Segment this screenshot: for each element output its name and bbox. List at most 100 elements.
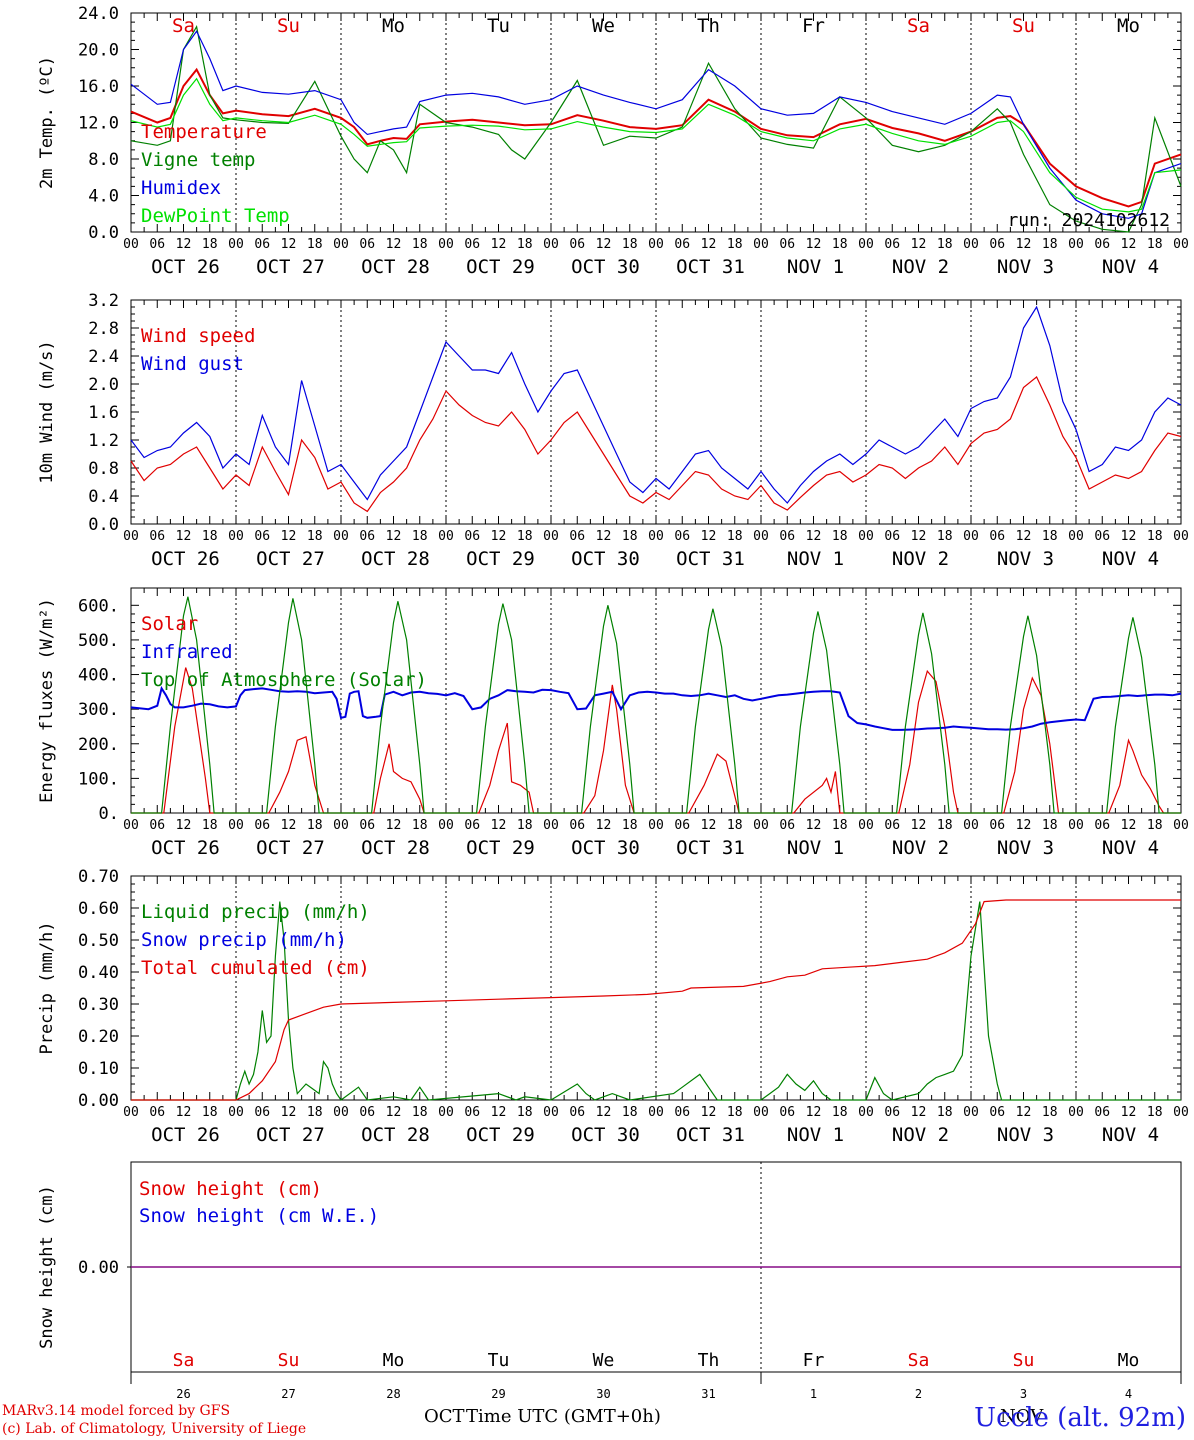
panel-4: 0.00 0.10 0.20 0.30 0.40 0.50 0.60 0.70 Precip (… bbox=[37, 867, 1189, 1146]
hour-tick-label: 00 bbox=[1173, 529, 1189, 544]
hour-tick-label: 06 bbox=[569, 529, 585, 544]
model-line: MARv3.14 model forced by GFS bbox=[2, 1403, 231, 1419]
y-tick-label: 0.0 bbox=[88, 223, 119, 243]
hour-tick-label: 12 bbox=[1121, 237, 1137, 252]
hour-tick-label: 00 bbox=[228, 1105, 244, 1120]
y-axis-label: Precip (mm/h) bbox=[37, 921, 57, 1054]
y-tick-label: 0.00 bbox=[78, 1258, 119, 1278]
hour-tick-label: 18 bbox=[727, 818, 743, 833]
date-label: OCT 28 bbox=[361, 548, 430, 570]
hour-tick-label: 12 bbox=[701, 529, 717, 544]
y-tick-label: 1.2 bbox=[88, 431, 119, 451]
hour-tick-label: 12 bbox=[491, 237, 507, 252]
date-label: OCT 26 bbox=[151, 548, 220, 570]
legend-entry: Total cumulated (cm) bbox=[141, 957, 370, 979]
date-label: NOV 2 bbox=[892, 1124, 949, 1146]
hour-tick-label: 06 bbox=[1094, 237, 1110, 252]
hour-tick-label: 18 bbox=[517, 818, 533, 833]
date-label: OCT 29 bbox=[466, 1124, 535, 1146]
date-label: OCT 31 bbox=[676, 548, 745, 570]
weekday-label: We bbox=[593, 1350, 615, 1371]
hour-tick-label: 00 bbox=[543, 529, 559, 544]
date-label: NOV 2 bbox=[892, 256, 949, 278]
hour-tick-label: 06 bbox=[464, 237, 480, 252]
panel-5: 0.00 Snow height (cm) Snow height (cm) Snow… bbox=[37, 1161, 1182, 1401]
hour-tick-label: 18 bbox=[937, 818, 953, 833]
date-label: NOV 1 bbox=[787, 548, 844, 570]
hour-tick-label: 18 bbox=[1042, 237, 1058, 252]
hour-tick-label: 00 bbox=[543, 818, 559, 833]
hour-tick-label: 12 bbox=[596, 529, 612, 544]
date-label: OCT 31 bbox=[676, 837, 745, 859]
x-axis-title: Time UTC (GMT+0h) bbox=[466, 1406, 661, 1427]
y-axis-label: Snow height (cm) bbox=[37, 1185, 57, 1349]
date-label: OCT 30 bbox=[571, 1124, 640, 1146]
hour-tick-label: 18 bbox=[202, 237, 218, 252]
hour-tick-label: 12 bbox=[806, 818, 822, 833]
hour-tick-label: 18 bbox=[727, 237, 743, 252]
day-number-label: 29 bbox=[491, 1387, 505, 1400]
hour-tick-label: 00 bbox=[648, 237, 664, 252]
hour-tick-label: 00 bbox=[753, 1105, 769, 1120]
y-tick-label: 0.10 bbox=[78, 1059, 119, 1079]
hour-tick-label: 00 bbox=[438, 237, 454, 252]
y-tick-label: 0.4 bbox=[88, 487, 119, 507]
legend-entry: Humidex bbox=[141, 177, 221, 199]
day-number-label: 28 bbox=[386, 1387, 400, 1400]
hour-tick-label: 12 bbox=[1016, 237, 1032, 252]
y-tick-label: 200. bbox=[78, 735, 119, 755]
hour-tick-label: 00 bbox=[543, 1105, 559, 1120]
weekday-label: Mo bbox=[1117, 15, 1140, 37]
y-tick-label: 0. bbox=[99, 804, 119, 824]
y-tick-label: 0.50 bbox=[78, 931, 119, 951]
date-label: NOV 1 bbox=[787, 256, 844, 278]
hour-tick-label: 00 bbox=[333, 529, 349, 544]
date-label: NOV 4 bbox=[1102, 1124, 1159, 1146]
hour-tick-label: 18 bbox=[1042, 818, 1058, 833]
series-line-1-1 bbox=[130, 67, 1182, 208]
hour-tick-label: 00 bbox=[1173, 818, 1189, 833]
y-tick-label: 3.2 bbox=[88, 291, 119, 311]
hour-tick-label: 06 bbox=[1094, 818, 1110, 833]
date-label: OCT 28 bbox=[361, 1124, 430, 1146]
hour-tick-label: 00 bbox=[1173, 237, 1189, 252]
hour-tick-label: 00 bbox=[123, 529, 139, 544]
weekday-label: Fr bbox=[802, 15, 825, 37]
date-label: NOV 2 bbox=[892, 837, 949, 859]
hour-tick-label: 00 bbox=[753, 237, 769, 252]
hour-tick-label: 00 bbox=[648, 529, 664, 544]
hour-tick-label: 06 bbox=[1094, 1105, 1110, 1120]
series-line-1-3 bbox=[130, 30, 1182, 219]
panel-1: 0.0 4.0 8.0 12.0 16.0 20.0 24.0 2m Temp. (ºC) Te… bbox=[37, 4, 1189, 278]
y-tick-label: 0.30 bbox=[78, 995, 119, 1015]
legend-entry: Temperature bbox=[141, 121, 267, 143]
month-label-nov: NOV bbox=[1000, 1406, 1044, 1427]
hour-tick-label: 18 bbox=[1147, 818, 1163, 833]
date-label: OCT 26 bbox=[151, 256, 220, 278]
hour-tick-label: 18 bbox=[412, 529, 428, 544]
y-tick-label: 20.0 bbox=[78, 41, 119, 61]
weekday-label: We bbox=[592, 15, 615, 37]
hour-tick-label: 06 bbox=[149, 529, 165, 544]
y-tick-label: 2.8 bbox=[88, 319, 119, 339]
hour-tick-label: 06 bbox=[779, 1105, 795, 1120]
legend-entry: Wind speed bbox=[141, 325, 255, 347]
series-line-3-2 bbox=[130, 685, 1182, 731]
hour-tick-label: 18 bbox=[412, 818, 428, 833]
weekday-label: Sa bbox=[907, 15, 930, 37]
hour-tick-label: 00 bbox=[648, 1105, 664, 1120]
hour-tick-label: 00 bbox=[963, 529, 979, 544]
hour-tick-label: 00 bbox=[123, 237, 139, 252]
hour-tick-label: 18 bbox=[622, 818, 638, 833]
legend-entry: Snow height (cm) bbox=[139, 1178, 322, 1200]
hour-tick-label: 00 bbox=[963, 237, 979, 252]
hour-tick-label: 06 bbox=[674, 237, 690, 252]
hour-tick-label: 06 bbox=[149, 818, 165, 833]
y-tick-label: 100. bbox=[78, 769, 119, 789]
hour-tick-label: 18 bbox=[1147, 1105, 1163, 1120]
hour-tick-label: 00 bbox=[1068, 1105, 1084, 1120]
y-tick-label: 2.0 bbox=[88, 375, 119, 395]
hour-tick-label: 06 bbox=[149, 237, 165, 252]
hour-tick-label: 12 bbox=[1121, 1105, 1137, 1120]
